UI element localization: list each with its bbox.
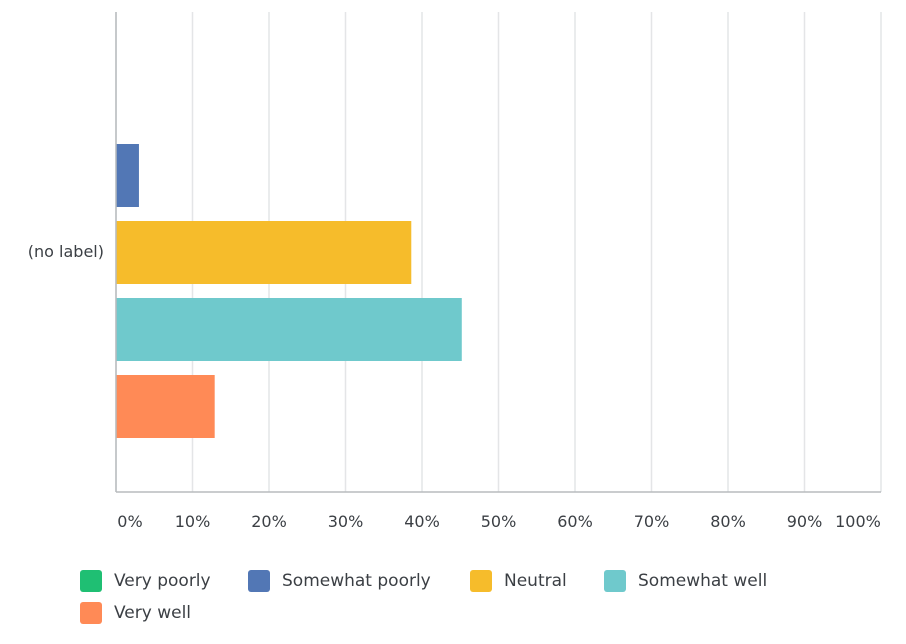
axes (115, 12, 881, 493)
bar-somewhat-well (116, 298, 462, 361)
x-tick-label: 60% (557, 512, 593, 531)
legend-swatch (80, 570, 102, 592)
x-tick-label: 0% (117, 512, 143, 531)
x-tick-label: 70% (633, 512, 670, 531)
legend-swatch (248, 570, 270, 592)
legend-label: Neutral (504, 571, 567, 591)
legend-item: Very poorly (80, 568, 211, 594)
category-label: (no label) (27, 241, 104, 261)
x-tick-label: 10% (174, 512, 211, 531)
x-tick-label: 40% (404, 512, 440, 531)
x-tick-label: 80% (710, 512, 746, 531)
bars (116, 144, 462, 438)
gridlines (115, 12, 882, 492)
legend-label: Very poorly (114, 571, 211, 591)
bar-chart (115, 12, 882, 493)
x-tick-label: 50% (480, 512, 517, 531)
legend-item: Very well (80, 600, 191, 626)
legend-label: Somewhat well (638, 571, 768, 591)
legend-swatch (80, 602, 102, 624)
legend-item: Somewhat well (604, 568, 767, 594)
legend-label: Somewhat poorly (282, 571, 431, 591)
legend-item: Somewhat poorly (248, 568, 431, 594)
x-tick-label: 100% (835, 512, 881, 531)
bar-very-well (116, 375, 215, 438)
legend-label: Very well (114, 603, 192, 623)
bar-somewhat-poorly (116, 144, 139, 207)
x-tick-label: 90% (786, 512, 823, 531)
legend-swatch (470, 570, 492, 592)
legend-item: Neutral (470, 568, 567, 594)
x-tick-label: 30% (327, 512, 364, 531)
legend-swatch (604, 570, 626, 592)
x-tick-label: 20% (251, 512, 287, 531)
bar-neutral (116, 221, 412, 284)
